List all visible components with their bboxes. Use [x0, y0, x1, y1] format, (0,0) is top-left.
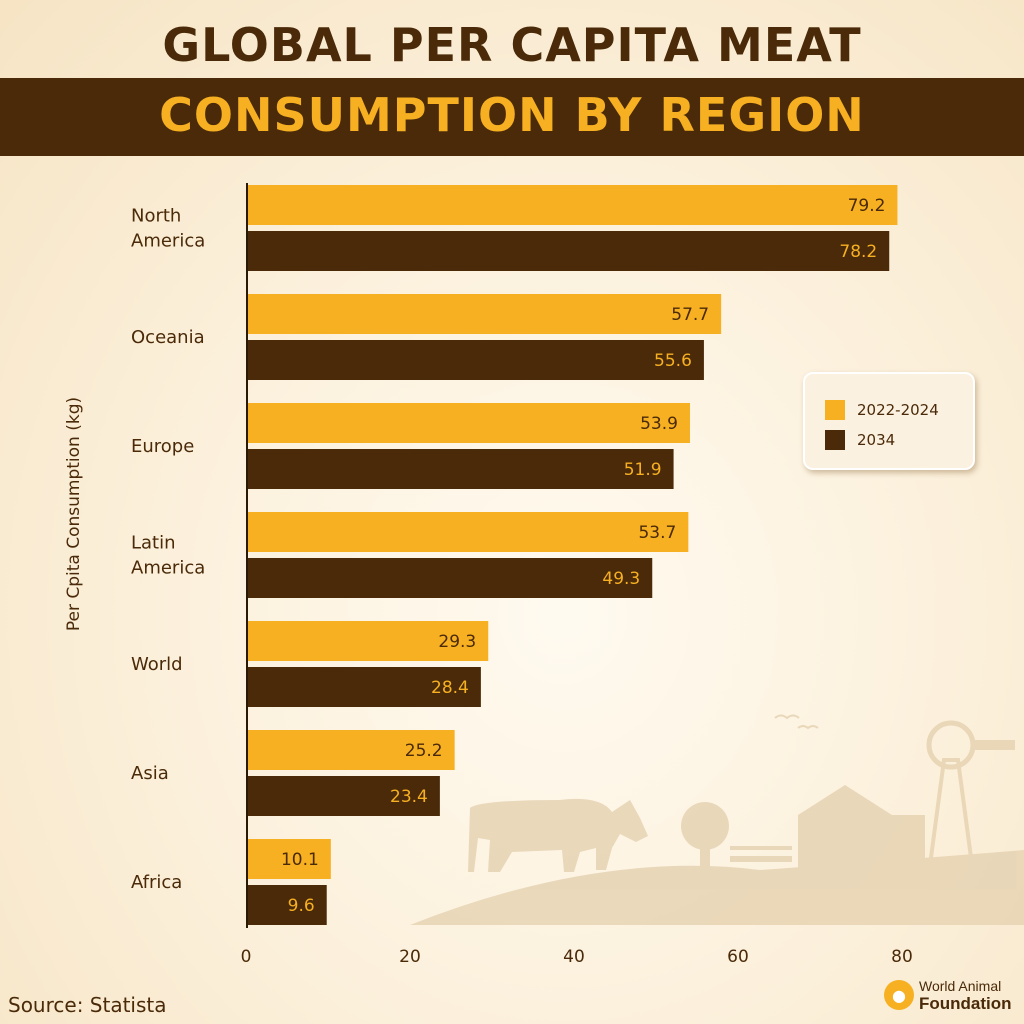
bar-primary [248, 512, 689, 552]
bar-value-label: 29.3 [438, 632, 476, 652]
chart-legend: 2022-2024 2034 [803, 372, 975, 470]
chart-title-line1: GLOBAL PER CAPITA MEAT [162, 18, 862, 72]
legend-item-2034: 2034 [825, 430, 895, 450]
farm-silhouette-icon [410, 714, 1024, 925]
bar-value-label: 55.6 [654, 351, 692, 371]
x-tick-label: 20 [399, 947, 421, 967]
category-label: North America [131, 206, 205, 252]
bar-value-label: 53.7 [638, 523, 676, 543]
x-tick-label: 60 [727, 947, 749, 967]
legend-label: 2022-2024 [857, 401, 939, 419]
brand-name-top: World Animal [919, 978, 1002, 994]
bar-primary [248, 730, 455, 770]
bar-value-label: 10.1 [281, 850, 319, 870]
bar-value-label: 57.7 [671, 305, 709, 325]
paw-icon: ● [884, 980, 914, 1010]
bar-value-label: 79.2 [848, 196, 886, 216]
bar-value-label: 23.4 [390, 787, 428, 807]
bar-secondary [248, 231, 890, 271]
category-label: World [131, 654, 183, 675]
bar-value-label: 49.3 [602, 569, 640, 589]
bar-value-label: 53.9 [640, 414, 678, 434]
source-note: Source: Statista [8, 993, 167, 1017]
category-label: Asia [131, 763, 169, 784]
title-band [0, 78, 1024, 156]
category-label: Europe [131, 436, 194, 457]
y-axis-label: Per Cpita Consumption (kg) [64, 397, 84, 631]
bar-value-label: 78.2 [839, 242, 877, 262]
bar-primary [248, 621, 489, 661]
bar-value-label: 51.9 [624, 460, 662, 480]
bar-primary [248, 839, 331, 879]
bar-secondary [248, 340, 704, 380]
bar-primary [248, 403, 690, 443]
bar-value-label: 28.4 [431, 678, 469, 698]
bar-primary [248, 185, 898, 225]
x-tick-label: 0 [241, 947, 252, 967]
x-tick-label: 80 [891, 947, 913, 967]
legend-swatch-primary [825, 400, 845, 420]
bar-secondary [248, 776, 440, 816]
category-label: Africa [131, 872, 182, 893]
bar-secondary [248, 885, 327, 925]
brand-name-bottom: Foundation [919, 994, 1012, 1013]
category-label: Oceania [131, 327, 205, 348]
x-tick-label: 40 [563, 947, 585, 967]
category-label: Latin America [131, 533, 205, 579]
legend-swatch-secondary [825, 430, 845, 450]
bar-value-label: 25.2 [405, 741, 443, 761]
bar-secondary [248, 667, 481, 707]
legend-label: 2034 [857, 431, 896, 449]
bar-secondary [248, 558, 653, 598]
bar-secondary [248, 449, 674, 489]
bar-value-label: 9.6 [288, 896, 315, 916]
legend-item-2022-2024: 2022-2024 [825, 400, 939, 420]
brand-logo: ● World Animal Foundation [884, 978, 1012, 1012]
chart-title-line2: CONSUMPTION BY REGION [159, 88, 865, 142]
bar-primary [248, 294, 722, 334]
